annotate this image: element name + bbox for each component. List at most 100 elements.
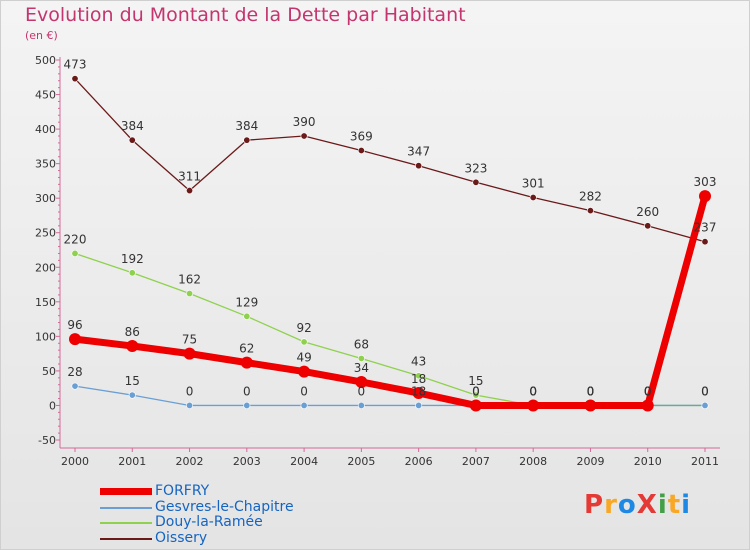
- legend: FORFRY Gesvres-le-Chapitre Douy-la-Ramée Oi…: [100, 483, 360, 546]
- data-label: 390: [293, 115, 316, 129]
- x-tick-label: 2002: [176, 455, 204, 468]
- logo-letter: o: [617, 490, 637, 520]
- y-tick-label: 500: [35, 54, 56, 67]
- y-tick-label: 100: [35, 330, 56, 343]
- series-point: [584, 399, 597, 412]
- data-label: 0: [472, 384, 480, 398]
- series-point: [128, 269, 136, 277]
- data-label: 0: [644, 384, 652, 398]
- legend-label: FORFRY: [155, 483, 210, 499]
- chart-title: Evolution du Montant de la Dette par Hab…: [25, 4, 466, 26]
- legend-swatch: [100, 488, 152, 495]
- x-tick-label: 2005: [347, 455, 375, 468]
- y-tick-label: 250: [35, 227, 56, 240]
- series-point: [69, 333, 81, 346]
- data-label: 384: [121, 119, 144, 133]
- data-label: 369: [350, 130, 373, 144]
- series-point: [186, 290, 194, 298]
- series-point: [186, 401, 194, 409]
- legend-swatch: [100, 506, 152, 509]
- y-tick-label: -50: [38, 434, 56, 447]
- series-line-1: [74, 252, 705, 407]
- series-point: [699, 190, 711, 203]
- data-label: 75: [182, 333, 197, 347]
- series-point: [415, 372, 423, 380]
- series-point: [355, 375, 368, 388]
- legend-label: Douy-la-Ramée: [155, 514, 263, 530]
- data-label: 15: [468, 374, 483, 388]
- legend-item: FORFRY: [100, 483, 360, 500]
- series-point: [415, 162, 423, 170]
- series-point: [186, 187, 194, 195]
- data-label: 311: [178, 170, 201, 184]
- series-point: [701, 401, 709, 409]
- data-label: 0: [644, 384, 652, 398]
- logo-letter: t: [667, 490, 682, 520]
- x-tick-label: 2001: [118, 455, 146, 468]
- legend-swatch: [100, 522, 152, 524]
- series-point: [243, 312, 251, 320]
- legend-item: Douy-la-Ramée: [100, 514, 360, 531]
- data-label: 0: [529, 384, 537, 398]
- series-point: [126, 340, 139, 353]
- data-label: 43: [411, 355, 426, 369]
- x-tick-label: 2008: [519, 455, 547, 468]
- series-line-3: [74, 195, 709, 409]
- data-label: 192: [121, 252, 144, 266]
- series-point: [641, 399, 654, 412]
- data-label: 301: [522, 176, 545, 190]
- data-label: 0: [529, 384, 537, 398]
- data-label: 347: [407, 145, 430, 159]
- y-tick-label: 50: [42, 365, 56, 378]
- x-tick-label: 2007: [462, 455, 490, 468]
- data-label: 15: [125, 374, 140, 388]
- y-tick-label: 150: [35, 296, 56, 309]
- series-point: [298, 365, 311, 378]
- data-label: 86: [125, 325, 140, 339]
- series-point: [644, 222, 652, 230]
- data-label: 237: [694, 221, 717, 235]
- y-tick-label: 0: [49, 399, 56, 412]
- series-point: [300, 132, 308, 140]
- y-tick-label: 350: [35, 158, 56, 171]
- x-tick-label: 2003: [233, 455, 261, 468]
- data-label: 0: [358, 384, 366, 398]
- data-label: 282: [579, 190, 602, 204]
- x-tick-label: 2009: [576, 455, 604, 468]
- data-label: 129: [235, 295, 258, 309]
- y-tick-label: 300: [35, 192, 56, 205]
- data-label: 323: [464, 161, 487, 175]
- data-label: 68: [354, 337, 369, 351]
- series-point: [128, 136, 136, 144]
- data-label: 18: [411, 372, 426, 386]
- proxiti-logo: ProXiti: [584, 490, 691, 520]
- series-point: [128, 391, 136, 399]
- series-point: [243, 401, 251, 409]
- data-label: 18: [411, 384, 426, 398]
- data-label: 0: [587, 384, 595, 398]
- logo-letter: P: [584, 490, 605, 520]
- legend-label: Gesvres-le-Chapitre: [155, 498, 294, 515]
- y-tick-label: 400: [35, 123, 56, 136]
- series-point: [412, 387, 425, 400]
- data-label: 0: [472, 384, 480, 398]
- data-label: 384: [235, 119, 258, 133]
- logo-letter: i: [657, 490, 668, 520]
- data-label: 0: [243, 384, 251, 398]
- series-point: [529, 193, 537, 201]
- logo-letter: r: [604, 490, 618, 520]
- logo-letter: X: [636, 490, 658, 520]
- data-label: 28: [67, 365, 82, 379]
- series-point: [300, 401, 308, 409]
- series-point: [469, 399, 482, 412]
- data-label: 260: [636, 205, 659, 219]
- y-tick-label: 450: [35, 89, 56, 102]
- x-tick-label: 2006: [405, 455, 433, 468]
- series-point: [472, 391, 480, 399]
- data-label: 49: [296, 351, 311, 365]
- legend-swatch: [100, 537, 152, 540]
- chart-subtitle: (en €): [25, 29, 58, 42]
- series-point: [701, 238, 709, 246]
